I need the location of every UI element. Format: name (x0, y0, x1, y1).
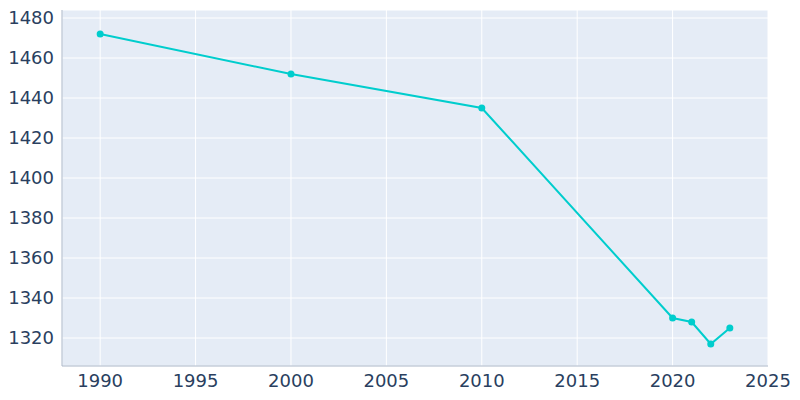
svg-text:2000: 2000 (268, 370, 314, 391)
svg-text:2025: 2025 (745, 370, 791, 391)
svg-text:1400: 1400 (8, 167, 54, 188)
svg-text:1420: 1420 (8, 127, 54, 148)
svg-text:1990: 1990 (77, 370, 123, 391)
svg-text:1320: 1320 (8, 327, 54, 348)
svg-text:2005: 2005 (363, 370, 409, 391)
svg-text:1380: 1380 (8, 207, 54, 228)
svg-text:1360: 1360 (8, 247, 54, 268)
svg-text:1440: 1440 (8, 87, 54, 108)
svg-text:2010: 2010 (459, 370, 505, 391)
svg-text:1460: 1460 (8, 47, 54, 68)
svg-text:2020: 2020 (650, 370, 696, 391)
svg-text:1995: 1995 (173, 370, 219, 391)
svg-text:1340: 1340 (8, 287, 54, 308)
svg-text:2015: 2015 (554, 370, 600, 391)
svg-text:1480: 1480 (8, 7, 54, 28)
